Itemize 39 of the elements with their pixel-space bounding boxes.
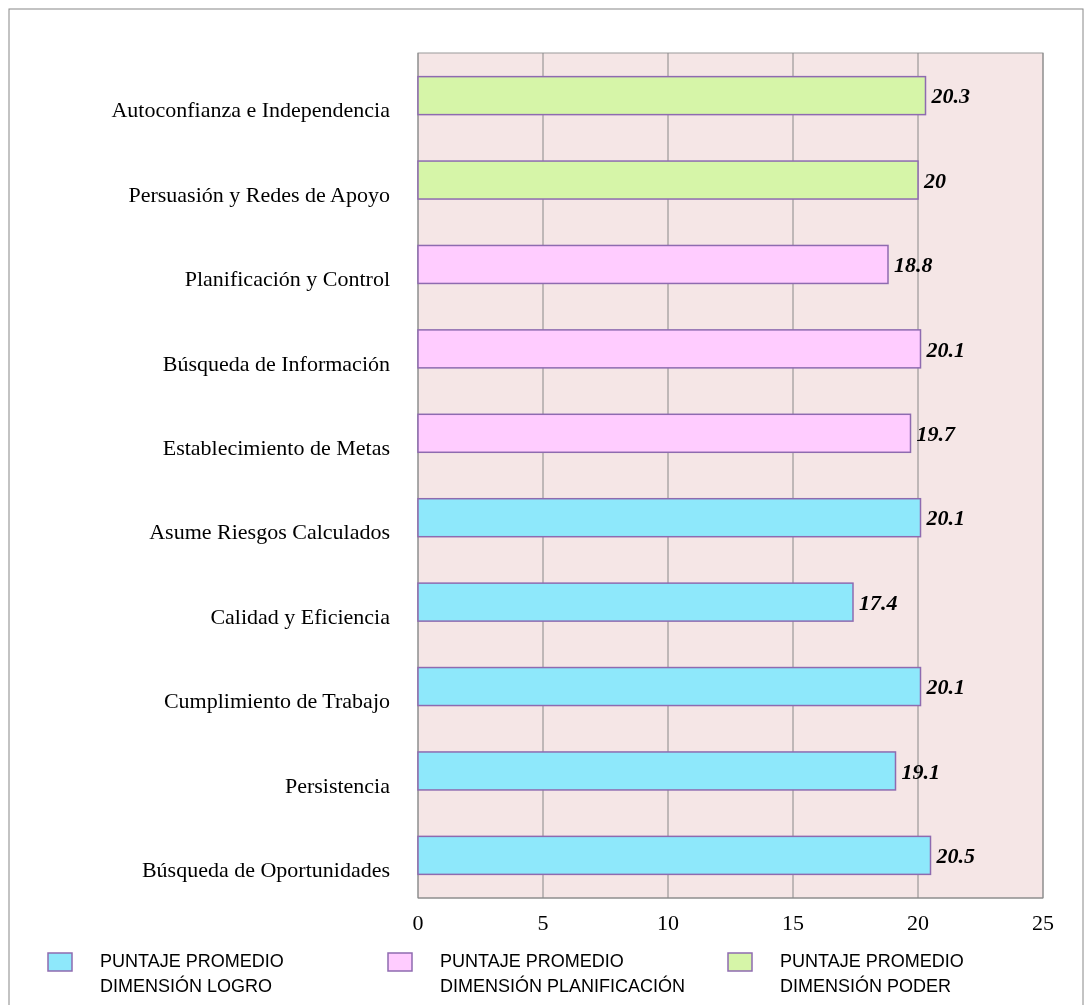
y-tick-label: Búsqueda de Oportunidades bbox=[141, 857, 390, 883]
y-tick-label: Cumplimiento de Trabajo bbox=[163, 688, 390, 714]
x-tick-label: 25 bbox=[1032, 910, 1054, 935]
y-tick-label: Autoconfianza e Independencia bbox=[111, 97, 391, 123]
y-tick-label: Asume Riesgos Calculados bbox=[149, 519, 390, 545]
data-label: 19.1 bbox=[901, 758, 940, 784]
y-tick-label: Persuasión y Redes de Apoyo bbox=[128, 181, 390, 207]
bar bbox=[417, 75, 927, 116]
y-tick-label: Búsqueda de Información bbox=[162, 350, 390, 376]
legend-label: PUNTAJE PROMEDIO DIMENSIÓN PLANIFICACIÓN bbox=[440, 951, 686, 996]
y-tick-label: Planificación y Control bbox=[184, 266, 390, 292]
bar bbox=[417, 244, 889, 285]
x-tick-label: 20 bbox=[907, 910, 929, 935]
y-tick-label: Calidad y Eficiencia bbox=[210, 603, 391, 629]
data-label: 20.3 bbox=[930, 83, 970, 109]
data-label: 20 bbox=[923, 167, 946, 193]
bar bbox=[417, 751, 897, 791]
y-tick-label: Persistencia bbox=[284, 772, 391, 798]
bar bbox=[417, 160, 919, 200]
data-label: 20.1 bbox=[925, 674, 965, 700]
bar bbox=[417, 835, 932, 876]
data-label: 19.7 bbox=[916, 420, 956, 446]
bar bbox=[417, 413, 912, 454]
data-label: 17.4 bbox=[859, 589, 898, 615]
x-tick-label: 5 bbox=[537, 910, 549, 935]
bar bbox=[417, 582, 854, 622]
legend-label: PUNTAJE PROMEDIO DIMENSIÓN PODER bbox=[780, 951, 964, 996]
y-tick-label: Establecimiento de Metas bbox=[162, 434, 390, 460]
data-label: 20.5 bbox=[935, 843, 975, 869]
bar bbox=[417, 666, 922, 707]
x-tick-label: 15 bbox=[782, 910, 804, 935]
bar bbox=[417, 497, 922, 538]
legend-label: PUNTAJE PROMEDIO DIMENSIÓN LOGRO bbox=[100, 951, 284, 996]
bar bbox=[417, 329, 922, 369]
data-label: 20.1 bbox=[925, 505, 965, 531]
x-tick-label: 0 bbox=[412, 910, 424, 935]
x-tick-label: 10 bbox=[657, 910, 679, 935]
data-label: 20.1 bbox=[925, 336, 965, 362]
data-label: 18.8 bbox=[894, 252, 933, 278]
